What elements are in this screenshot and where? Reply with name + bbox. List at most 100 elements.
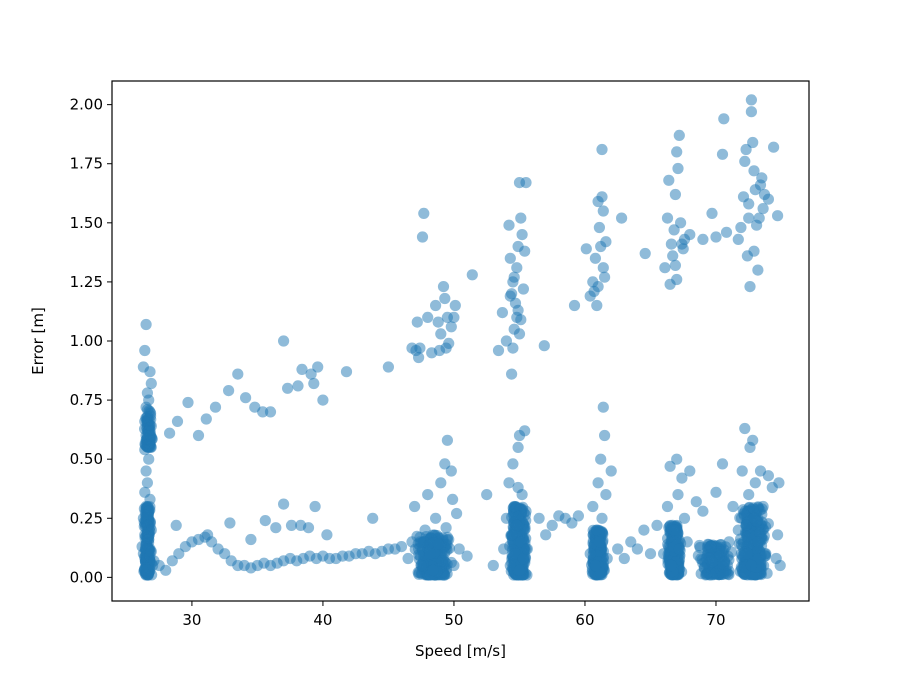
- data-point: [382, 361, 394, 373]
- data-point: [684, 465, 696, 477]
- data-point: [144, 366, 156, 378]
- data-point: [430, 299, 442, 312]
- data-point: [321, 529, 333, 541]
- data-point: [661, 212, 674, 224]
- x-axis-label: Speed [m/s]: [415, 642, 506, 660]
- data-point: [496, 307, 508, 319]
- data-point: [678, 512, 691, 524]
- data-point: [182, 396, 194, 409]
- data-point: [202, 529, 214, 541]
- data-point: [743, 212, 755, 224]
- data-point: [760, 548, 772, 560]
- data-point: [308, 377, 320, 390]
- data-point: [503, 219, 515, 231]
- data-point: [139, 444, 151, 456]
- data-point: [659, 262, 671, 274]
- data-point: [747, 434, 759, 446]
- data-point: [511, 311, 523, 323]
- data-point: [416, 231, 429, 243]
- data-point: [773, 477, 785, 489]
- data-point: [427, 564, 439, 576]
- data-point: [520, 505, 532, 517]
- data-point: [592, 281, 604, 293]
- data-point: [739, 422, 751, 435]
- data-point: [695, 568, 707, 580]
- data-point: [512, 441, 524, 453]
- data-point: [684, 229, 696, 241]
- y-axis-label: Error [m]: [29, 307, 47, 375]
- data-point: [500, 335, 512, 347]
- data-point: [498, 543, 510, 555]
- data-point: [278, 498, 290, 510]
- data-point: [697, 505, 709, 517]
- data-point: [703, 552, 716, 565]
- data-point: [413, 351, 425, 364]
- data-point: [595, 453, 607, 465]
- data-point: [500, 512, 512, 524]
- x-tick-label: 40: [313, 611, 332, 629]
- data-point: [762, 193, 775, 205]
- data-point: [741, 519, 753, 531]
- data-point: [580, 243, 592, 255]
- y-tick-label: 0.75: [70, 391, 103, 409]
- y-tick-label: 1.75: [70, 155, 103, 173]
- data-point: [506, 529, 518, 541]
- data-point: [663, 174, 675, 186]
- data-point: [264, 406, 277, 418]
- data-point: [317, 394, 329, 406]
- data-point: [596, 512, 608, 524]
- data-point: [437, 281, 450, 293]
- data-point: [302, 522, 315, 534]
- x-tick-label: 50: [444, 611, 463, 629]
- data-point: [192, 429, 205, 442]
- data-point: [671, 146, 683, 158]
- data-point: [593, 536, 606, 548]
- data-point: [735, 221, 747, 234]
- data-point: [451, 507, 463, 520]
- data-point: [257, 406, 269, 418]
- data-point: [516, 489, 528, 501]
- data-point: [139, 344, 151, 357]
- data-point: [748, 512, 760, 524]
- data-point: [367, 512, 379, 524]
- data-point: [140, 318, 152, 331]
- data-point: [671, 273, 683, 286]
- data-point: [487, 559, 499, 572]
- data-point: [618, 552, 630, 565]
- data-point: [589, 252, 602, 264]
- data-point: [511, 519, 523, 532]
- data-point: [453, 543, 465, 555]
- data-point: [507, 458, 519, 470]
- data-point: [599, 429, 611, 442]
- data-point: [441, 434, 453, 446]
- data-point: [658, 548, 670, 560]
- data-point: [566, 517, 578, 529]
- data-point: [170, 519, 182, 532]
- data-point: [716, 458, 729, 470]
- data-point: [508, 271, 520, 283]
- data-point: [631, 543, 644, 555]
- data-point: [591, 299, 603, 312]
- data-point: [723, 565, 735, 577]
- data-point: [651, 519, 663, 532]
- data-point: [435, 328, 447, 340]
- data-point: [340, 366, 353, 378]
- data-point: [411, 316, 423, 328]
- data-point: [745, 106, 758, 118]
- data-point: [219, 548, 231, 560]
- data-point: [259, 515, 271, 527]
- data-point: [639, 247, 651, 260]
- data-point: [762, 470, 775, 482]
- data-point: [296, 363, 308, 375]
- data-point: [705, 541, 717, 553]
- data-point: [748, 165, 760, 177]
- data-point: [515, 212, 527, 224]
- data-point: [143, 453, 155, 465]
- data-point: [278, 335, 290, 347]
- data-point: [285, 519, 298, 532]
- data-point: [443, 337, 455, 349]
- data-point: [672, 489, 684, 501]
- data-point: [422, 489, 434, 501]
- data-point: [673, 543, 685, 555]
- data-point: [676, 472, 688, 484]
